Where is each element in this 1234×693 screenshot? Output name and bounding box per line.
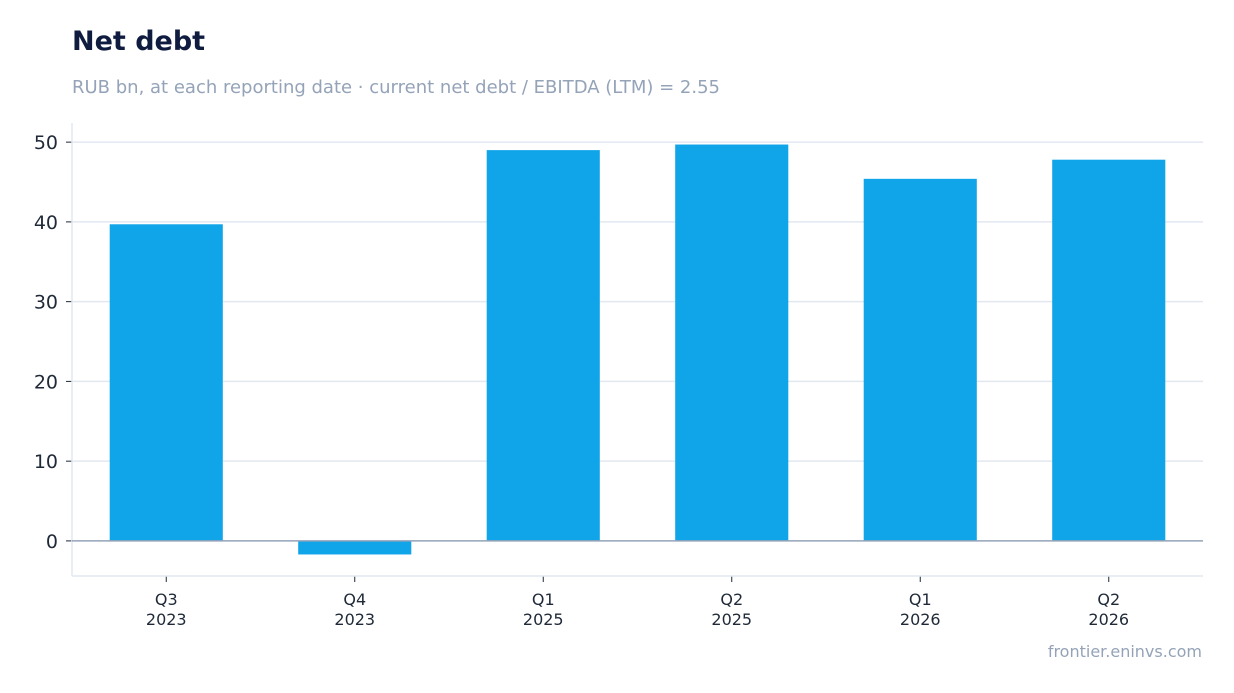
y-tick-label: 20 xyxy=(34,371,58,393)
x-tick-label: Q1 2025 xyxy=(523,590,564,629)
tick-labels: 0 10 20 30 40 50 Q3 2023 Q4 2023 Q1 2025 Q2 2025 Q1 202… xyxy=(34,132,1129,629)
x-tick-label: Q2 2026 xyxy=(1088,590,1129,629)
y-tick-label: 10 xyxy=(34,451,58,473)
y-tick-label: 0 xyxy=(46,531,58,553)
bar xyxy=(298,540,412,555)
gridlines xyxy=(72,141,1203,462)
bar xyxy=(486,150,600,541)
y-tick-label: 40 xyxy=(34,212,58,234)
chart-title: Net debt xyxy=(72,26,206,57)
x-tick-label: Q4 2023 xyxy=(334,590,375,629)
chart-subtitle: RUB bn, at each reporting date · current… xyxy=(72,77,720,98)
y-tick-label: 30 xyxy=(34,292,58,314)
x-tick-label: Q2 2025 xyxy=(711,590,752,629)
bar xyxy=(863,178,977,541)
x-tick-label: Q3 2023 xyxy=(146,590,187,629)
bar xyxy=(1052,159,1166,541)
source-footer: frontier.eninvs.com xyxy=(1047,642,1202,661)
axes xyxy=(66,123,1203,582)
bar xyxy=(109,224,223,541)
bars xyxy=(109,144,1166,555)
y-tick-label: 50 xyxy=(34,132,58,154)
x-tick-label: Q1 2026 xyxy=(900,590,941,629)
bar xyxy=(675,144,789,541)
